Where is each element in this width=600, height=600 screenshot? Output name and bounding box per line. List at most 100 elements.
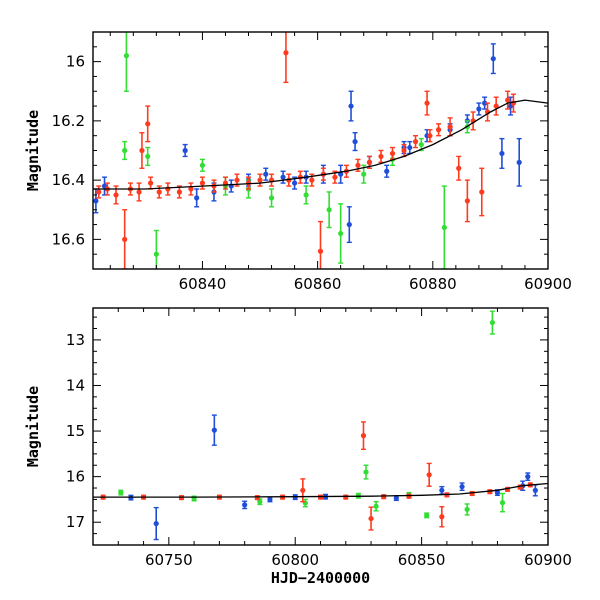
data-point	[147, 180, 154, 186]
data-point	[447, 124, 453, 130]
data-point	[407, 144, 413, 151]
data-point	[283, 50, 289, 56]
data-point	[139, 147, 145, 154]
y-tick-label: 16	[66, 468, 85, 486]
data-point	[435, 127, 442, 133]
data-point	[118, 489, 124, 496]
data-point	[459, 484, 465, 490]
data-point	[525, 474, 531, 480]
data-point	[122, 147, 128, 154]
data-point	[389, 150, 396, 157]
x-tick-label: 60900	[524, 275, 572, 293]
data-point	[368, 515, 374, 522]
data-point	[456, 165, 462, 171]
data-point	[490, 56, 496, 62]
data-point	[234, 177, 240, 183]
bottom-panel-ticks: 60750 60800 60850 60900 13 14 15 16 17	[66, 308, 572, 569]
data-point	[355, 162, 361, 168]
data-point	[493, 103, 499, 109]
data-point	[300, 487, 306, 493]
data-point	[188, 186, 194, 192]
data-point	[499, 150, 505, 157]
data-point	[439, 514, 445, 520]
top-panel: 60840 60860 60880 60900 16 16.2 16.4 16.6 Magni…	[24, 31, 572, 293]
data-point	[136, 189, 142, 195]
y-tick-label: 17	[66, 513, 85, 531]
data-point	[505, 97, 511, 103]
y-tick-label: 14	[66, 376, 85, 394]
data-point	[373, 503, 379, 509]
y-tick-label: 16.6	[52, 230, 85, 248]
data-point	[194, 195, 200, 201]
data-point	[439, 487, 445, 493]
data-point	[122, 236, 128, 242]
bottom-panel: 60750 60800 60850 60900 13 14 15 16 17 Magnitude…	[24, 307, 572, 587]
data-point	[280, 174, 286, 180]
data-point	[96, 189, 102, 195]
top-panel-data-marks	[93, 32, 548, 269]
data-point	[257, 499, 263, 505]
data-point	[464, 198, 470, 204]
data-point	[494, 489, 501, 496]
data-point	[267, 496, 273, 503]
bottom-panel-data-marks	[93, 310, 548, 541]
data-point	[499, 500, 506, 506]
data-point	[326, 207, 332, 213]
data-point	[412, 139, 419, 145]
data-point	[381, 494, 387, 500]
data-point	[479, 189, 485, 195]
bottom-panel-frame	[92, 307, 549, 546]
data-point	[242, 502, 248, 508]
y-tick-label: 15	[66, 422, 85, 440]
data-point	[346, 221, 352, 228]
data-point	[263, 171, 269, 177]
data-point	[153, 251, 159, 257]
data-point	[199, 162, 206, 168]
data-point	[384, 168, 390, 174]
data-point	[464, 506, 470, 513]
x-tick-label: 60840	[179, 275, 227, 293]
data-point	[123, 53, 130, 59]
data-point	[182, 147, 188, 154]
y-tick-label: 16	[66, 53, 85, 71]
model-curve	[93, 99, 548, 190]
top-panel-ticks: 60840 60860 60880 60900 16 16.2 16.4 16.6	[52, 31, 572, 293]
data-point	[303, 192, 309, 198]
x-tick-label: 60800	[271, 551, 319, 569]
bottom-panel-x-axis-label: HJD−2400000	[271, 569, 370, 587]
data-point	[489, 319, 495, 326]
data-point	[199, 180, 206, 186]
data-point	[516, 159, 522, 165]
data-point	[343, 494, 349, 500]
x-tick-label: 60750	[145, 551, 193, 569]
data-point	[145, 121, 151, 127]
data-point	[257, 177, 263, 183]
data-point	[113, 192, 119, 198]
data-point	[360, 433, 367, 439]
data-point	[268, 195, 275, 201]
data-point	[348, 103, 354, 109]
x-tick-label: 60860	[294, 275, 342, 293]
data-point	[211, 427, 217, 433]
x-tick-label: 60900	[524, 551, 572, 569]
top-panel-y-axis-label: Magnitude	[24, 110, 42, 191]
data-point	[482, 100, 488, 106]
data-point	[424, 512, 430, 518]
data-point	[338, 230, 344, 237]
data-point	[291, 180, 298, 186]
data-point	[378, 153, 384, 160]
y-tick-label: 16.2	[52, 112, 85, 130]
x-tick-label: 60880	[409, 275, 457, 293]
y-tick-label: 16.4	[52, 171, 85, 189]
model-curve	[93, 482, 548, 498]
y-tick-label: 13	[66, 331, 85, 349]
data-point	[176, 189, 182, 195]
data-point	[145, 153, 151, 160]
data-point	[352, 139, 358, 145]
data-point	[332, 174, 338, 180]
data-point	[361, 171, 367, 177]
data-point	[366, 159, 373, 165]
data-point	[309, 177, 315, 183]
bottom-panel-y-axis-label: Magnitude	[24, 386, 42, 467]
